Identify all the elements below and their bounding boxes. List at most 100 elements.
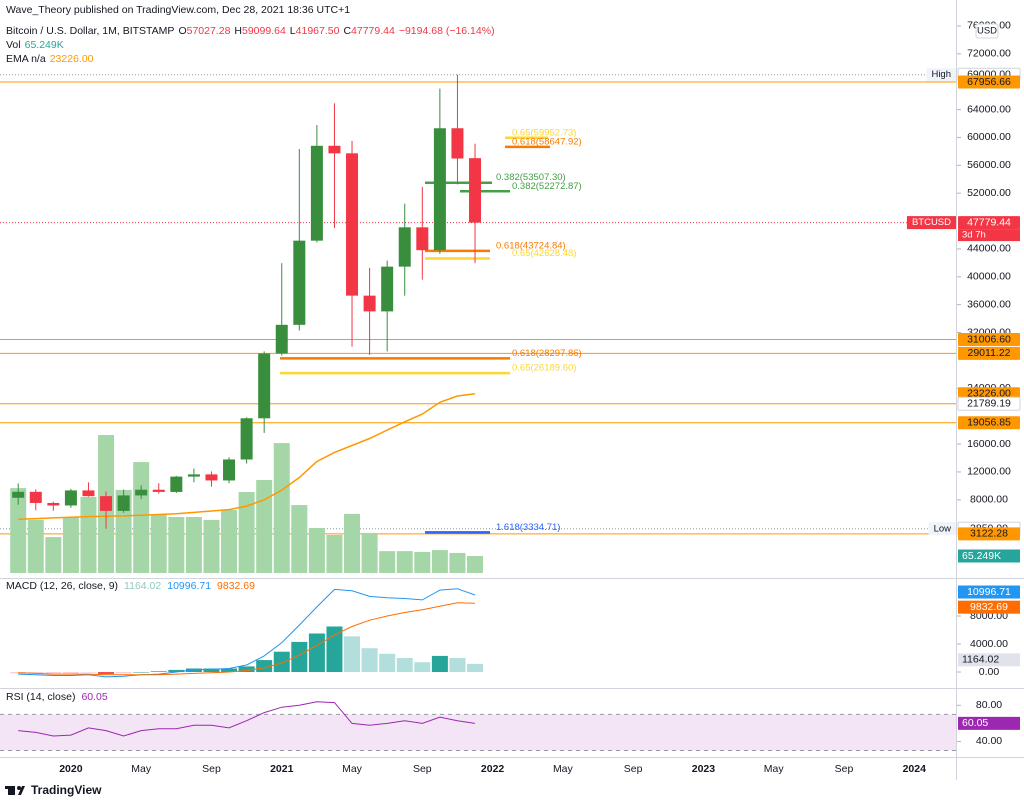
macd-histogram-bar xyxy=(361,648,378,672)
x-tick-label: May xyxy=(131,763,152,775)
volume-bar xyxy=(326,534,343,573)
macd-histogram-bar xyxy=(326,626,343,672)
volume-bar xyxy=(133,462,150,573)
price-label: 23226.00 xyxy=(967,387,1011,399)
candle-body xyxy=(187,474,200,477)
ohlc-key: O xyxy=(178,25,186,37)
price-label-box xyxy=(958,332,1020,346)
price-label: 3122.28 xyxy=(970,528,1008,540)
price-label-tag: High xyxy=(931,69,951,80)
fib-label: 0.618(28297.86) xyxy=(512,348,582,359)
volume-bar xyxy=(414,551,431,573)
price-label-box xyxy=(958,346,1020,360)
candle-body xyxy=(346,153,359,296)
price-label-box xyxy=(958,75,1020,89)
change: −9194.68 (−16.14%) xyxy=(399,25,495,37)
x-tick-label: 2021 xyxy=(270,763,294,775)
candle-body xyxy=(363,295,376,312)
price-label-tag: Low xyxy=(934,523,952,534)
macd-histogram-bar xyxy=(27,672,44,674)
price-label: 29011.22 xyxy=(967,347,1010,359)
rsi-title: RSI (14, close) xyxy=(6,691,75,703)
y-tick-label: 12000.00 xyxy=(967,466,1011,478)
rsi-value: 60.05 xyxy=(81,691,107,703)
publisher: Wave_Theory published on TradingView.com… xyxy=(6,4,350,16)
ema-label: EMA n/a xyxy=(6,53,46,65)
x-tick-label: Sep xyxy=(835,763,854,775)
x-tick-label: Sep xyxy=(202,763,221,775)
macd-histogram-bar xyxy=(221,668,238,672)
volume-bar xyxy=(150,514,167,573)
macd-histogram-bar xyxy=(80,672,97,673)
volume-bar xyxy=(80,496,97,573)
macd-title: MACD (12, 26, close, 9) xyxy=(6,580,118,592)
candle-body xyxy=(100,496,113,511)
x-tick-label: Sep xyxy=(413,763,432,775)
volume-bar xyxy=(256,480,273,573)
candle-body xyxy=(469,158,482,223)
volume-bar xyxy=(238,492,255,573)
volume-bar xyxy=(10,488,27,573)
candle-body xyxy=(240,418,253,460)
volume-label: 65.249K xyxy=(962,550,1001,562)
macd-label-box xyxy=(958,585,1020,599)
macd-histogram-bar xyxy=(379,653,396,672)
volume-bar xyxy=(203,519,220,573)
ohlc-key: H xyxy=(234,25,242,37)
x-tick-label: May xyxy=(342,763,363,775)
volume-bar xyxy=(62,517,79,573)
candle-body xyxy=(82,490,95,497)
macd-histogram-bar xyxy=(431,655,448,672)
price-label-sub: 3d 7h xyxy=(962,230,986,241)
x-tick-label: May xyxy=(764,763,785,775)
candle-body xyxy=(117,495,130,511)
x-tick-label: 2023 xyxy=(692,763,716,775)
price-label-box xyxy=(958,527,1020,541)
x-tick-label: May xyxy=(553,763,574,775)
y-tick-label: 40000.00 xyxy=(967,271,1011,283)
volume-bar xyxy=(185,517,202,573)
rsi-label-box xyxy=(958,716,1020,730)
candle-body xyxy=(310,145,323,241)
volume-bar xyxy=(27,519,44,573)
fib-label: 0.618(43724.84) xyxy=(496,240,566,251)
fib-label: 0.65(26189.60) xyxy=(512,363,576,374)
volume-bar xyxy=(308,527,325,573)
macd-label: 9832.69 xyxy=(970,601,1008,613)
macd-histogram-bar xyxy=(256,660,273,672)
macd-label: 1164.02 xyxy=(962,654,999,666)
vol-label: Vol xyxy=(6,39,21,51)
y-tick-label: 0.00 xyxy=(979,666,1000,678)
candle-body xyxy=(416,227,429,251)
macd-line xyxy=(18,602,476,676)
macd-label: 10996.71 xyxy=(967,586,1011,598)
macd-histogram-bar xyxy=(203,668,220,672)
y-tick-label: 44000.00 xyxy=(967,243,1011,255)
price-label-tag: BTCUSD xyxy=(912,217,951,228)
symbol: Bitcoin / U.S. Dollar, 1M, BITSTAMP xyxy=(6,25,174,37)
macd-histogram-bar xyxy=(238,666,255,672)
candle-body xyxy=(328,145,341,154)
candle-body xyxy=(398,227,411,267)
macd-label-box xyxy=(958,600,1020,614)
y-tick-label: 4000.00 xyxy=(970,638,1008,650)
rsi-line xyxy=(18,701,476,737)
rsi-label: 60.05 xyxy=(962,717,988,729)
ohlc-value: 41967.50 xyxy=(296,25,340,37)
price-label-box xyxy=(958,216,1020,230)
candle-body xyxy=(12,491,25,498)
macd-value: 1164.02 xyxy=(124,580,161,592)
price-label-box xyxy=(958,229,1020,242)
price-label: 21789.19 xyxy=(967,398,1011,410)
ohlc-value: 57027.28 xyxy=(187,25,231,37)
x-tick-label: Sep xyxy=(624,763,643,775)
ema-line xyxy=(18,392,476,521)
volume-label-box xyxy=(958,549,1020,563)
macd-histogram-bar xyxy=(396,658,413,672)
macd-histogram-bar xyxy=(344,636,361,672)
tradingview-logo xyxy=(5,786,25,795)
price-label-box xyxy=(957,396,1021,411)
y-tick-label: 60000.00 xyxy=(967,131,1011,143)
volume-bar xyxy=(467,556,484,573)
